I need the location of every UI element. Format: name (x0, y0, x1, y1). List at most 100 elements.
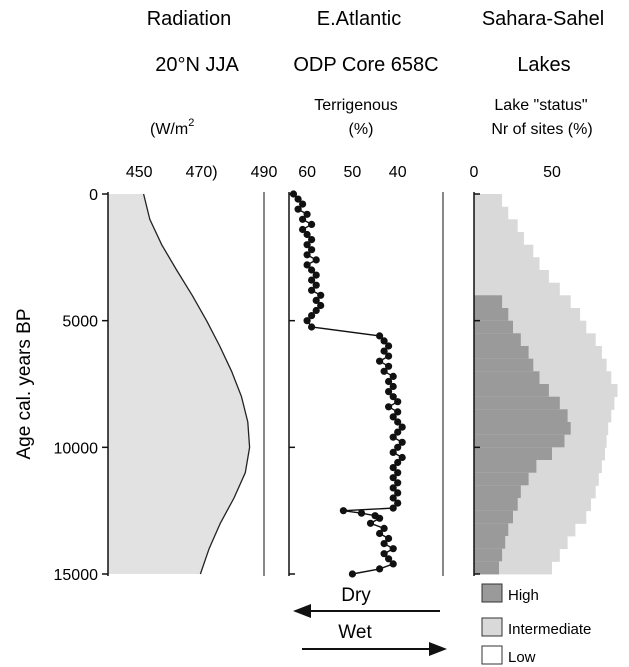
terrigenous-point (380, 550, 388, 558)
terrigenous-y-ticks (289, 193, 295, 575)
terrigenous-point (312, 296, 320, 304)
terrigenous-point (376, 332, 384, 340)
terrigenous-point (308, 286, 316, 294)
terrigenous-point (398, 438, 406, 446)
terrigenous-point (303, 241, 311, 249)
legend-label-high: High (508, 587, 539, 604)
terrigenous-point (299, 225, 307, 234)
lake-high-bar (474, 384, 549, 398)
terrigenous-point (376, 514, 384, 522)
terrigenous-point (312, 281, 320, 289)
terrigenous-point (398, 453, 406, 462)
terrigenous-point (366, 519, 375, 527)
lake-intermediate-bar (474, 232, 524, 246)
terrigenous-point (308, 236, 316, 244)
terrigenous-x-tick-label: 40 (389, 164, 407, 181)
terrigenous-point (380, 367, 388, 375)
terrigenous-point (385, 388, 393, 396)
terrigenous-point (385, 555, 393, 563)
terrigenous-point (303, 230, 311, 239)
terrigenous-point (308, 323, 316, 331)
lake-high-bar (474, 320, 513, 334)
lake-high-bar (474, 523, 509, 537)
terrigenous-points (289, 190, 406, 578)
terrigenous-point (389, 484, 397, 492)
terrigenous-point (394, 499, 402, 507)
lake-high-bar (474, 295, 503, 309)
lake-high-bar (474, 396, 560, 410)
terrigenous-point (394, 418, 402, 426)
radiation-curve (142, 193, 251, 575)
terrigenous-point (385, 534, 393, 543)
dry-wet-annotation: Dry Wet (293, 585, 447, 656)
legend-swatch-intermediate (481, 617, 503, 637)
terrigenous-point (389, 545, 397, 553)
terrigenous-point (308, 246, 316, 254)
terrigenous-point (308, 312, 316, 320)
terrigenous-point (385, 362, 393, 370)
radiation-unit: (W/m2 (150, 117, 194, 138)
dry-label: Dry (341, 585, 371, 606)
radiation-panel: 450 470) 490 (107, 164, 277, 576)
terrigenous-point (398, 423, 406, 431)
legend-label-intermediate: Intermediate (508, 621, 591, 638)
terrigenous-label-1: Terrigenous (314, 97, 398, 114)
terrigenous-point (303, 251, 311, 259)
lake-high-bar (474, 498, 518, 512)
lake-high-bar (474, 409, 568, 423)
terrigenous-point (317, 301, 325, 310)
lakes-label-2: Nr of sites (%) (491, 121, 592, 138)
terrigenous-point (389, 382, 397, 391)
terrigenous-point (299, 200, 307, 208)
terrigenous-x-tick-label: 60 (298, 164, 316, 181)
lakes-x-tick-label: 0 (470, 164, 479, 181)
terrigenous-point (308, 266, 316, 274)
terrigenous-point (389, 464, 397, 472)
radiation-unit-sup: 2 (188, 117, 194, 129)
terrigenous-point (389, 448, 397, 456)
terrigenous-x-tick-label: 50 (344, 164, 362, 181)
lake-intermediate-bar (474, 257, 540, 271)
terrigenous-point (339, 507, 347, 515)
terrigenous-point (380, 540, 388, 548)
terrigenous-point (308, 276, 316, 284)
y-tick-label: 5000 (62, 314, 98, 331)
y-tick-label: 0 (89, 187, 98, 204)
terrigenous-point (303, 317, 311, 325)
terrigenous-point (389, 433, 397, 441)
y-axis-ticks: 0 5000 10000 15000 (54, 187, 108, 584)
terrigenous-point (376, 357, 384, 365)
lake-high-bar (474, 422, 571, 436)
terrigenous-point (376, 565, 384, 573)
terrigenous-point (380, 524, 388, 533)
terrigenous-x-ticks: 60 50 40 (298, 164, 406, 181)
lake-intermediate-bar (474, 206, 509, 220)
terrigenous-point (312, 256, 320, 264)
terrigenous-point (385, 403, 393, 411)
legend-swatch-low (481, 645, 503, 665)
terrigenous-point (389, 560, 397, 568)
terrigenous-point (385, 342, 393, 350)
lake-high-bar (474, 434, 565, 448)
lake-intermediate-bar (474, 270, 549, 284)
terrigenous-point (317, 291, 325, 299)
terrigenous-point (389, 504, 397, 512)
terrigenous-point (385, 352, 393, 360)
terrigenous-subtitle: ODP Core 658C (293, 54, 438, 76)
y-tick-label: 15000 (54, 567, 99, 584)
lake-intermediate-bar (474, 194, 503, 208)
lake-high-bar (474, 371, 540, 385)
lakes-subtitle: Lakes (517, 54, 570, 76)
terrigenous-point (394, 479, 402, 487)
lake-intermediate-bar (474, 219, 518, 233)
legend-label-low: Low (508, 649, 536, 666)
lake-high-bar (474, 358, 534, 372)
lakes-label-1: Lake "status" (494, 97, 587, 114)
lake-intermediate-bar (474, 244, 534, 258)
wet-arrow-head (429, 642, 447, 656)
lake-high-bar (474, 548, 503, 562)
terrigenous-label-2: (%) (349, 121, 374, 138)
lakes-y-ticks (474, 193, 480, 575)
terrigenous-point (394, 398, 402, 406)
